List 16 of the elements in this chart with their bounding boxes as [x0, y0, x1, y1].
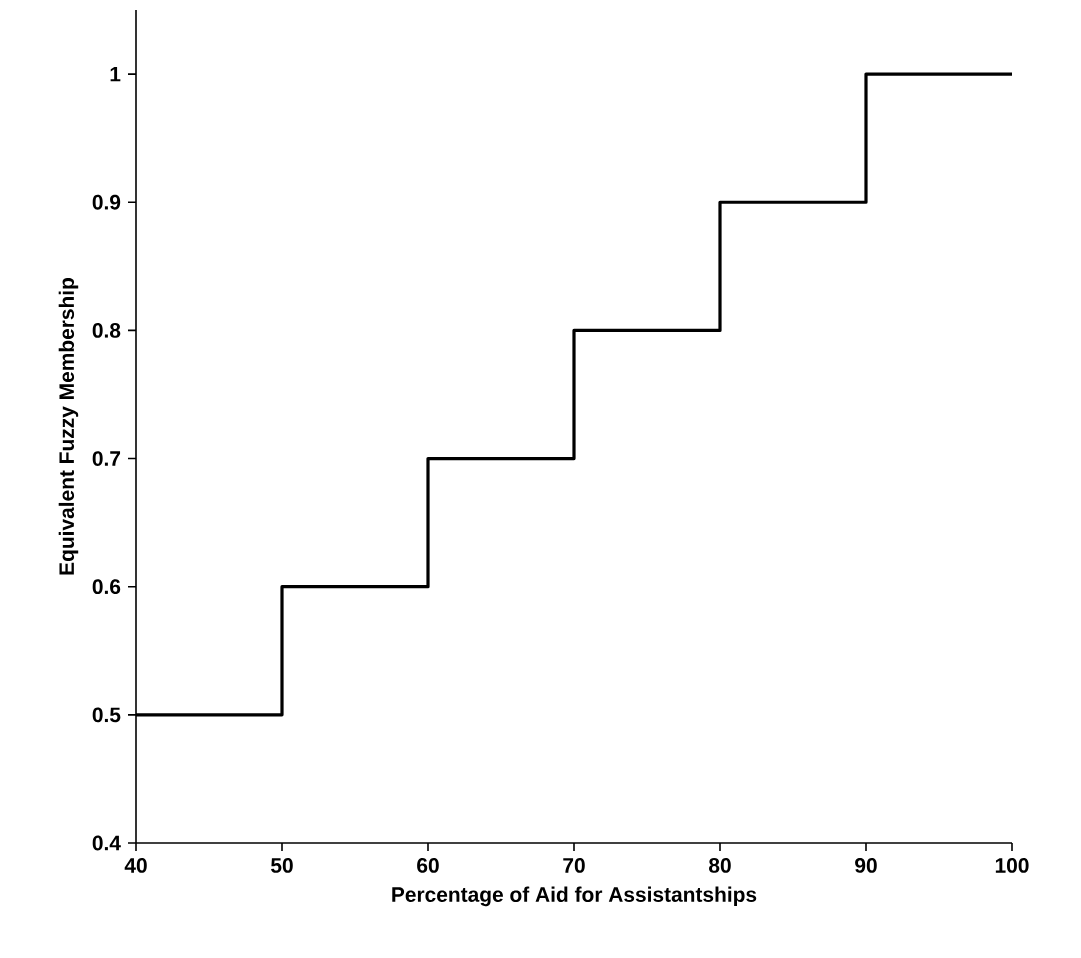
x-tick-label: 100	[995, 858, 1029, 873]
y-tick-label: 0.5	[92, 707, 121, 723]
x-tick-label: 90	[855, 858, 877, 873]
x-axis-title: Percentage of Aid for Assistantships	[392, 886, 757, 907]
y-axis-title: Equivalent Fuzzy Membership	[58, 278, 79, 575]
y-tick-label: 0.4	[92, 835, 121, 851]
y-tick-label: 0.6	[92, 579, 121, 595]
y-tick-label: 0.8	[92, 323, 121, 338]
x-tick-label: 80	[709, 858, 731, 873]
y-tick-label: 0.9	[92, 194, 121, 210]
x-tick-label: 40	[124, 858, 147, 873]
x-tick-label: 70	[563, 858, 585, 873]
x-tick-label: 60	[417, 858, 439, 873]
x-tick-label: 50	[271, 858, 293, 873]
y-tick-label: 1	[110, 66, 121, 82]
y-tick-label: 0.7	[92, 451, 121, 466]
